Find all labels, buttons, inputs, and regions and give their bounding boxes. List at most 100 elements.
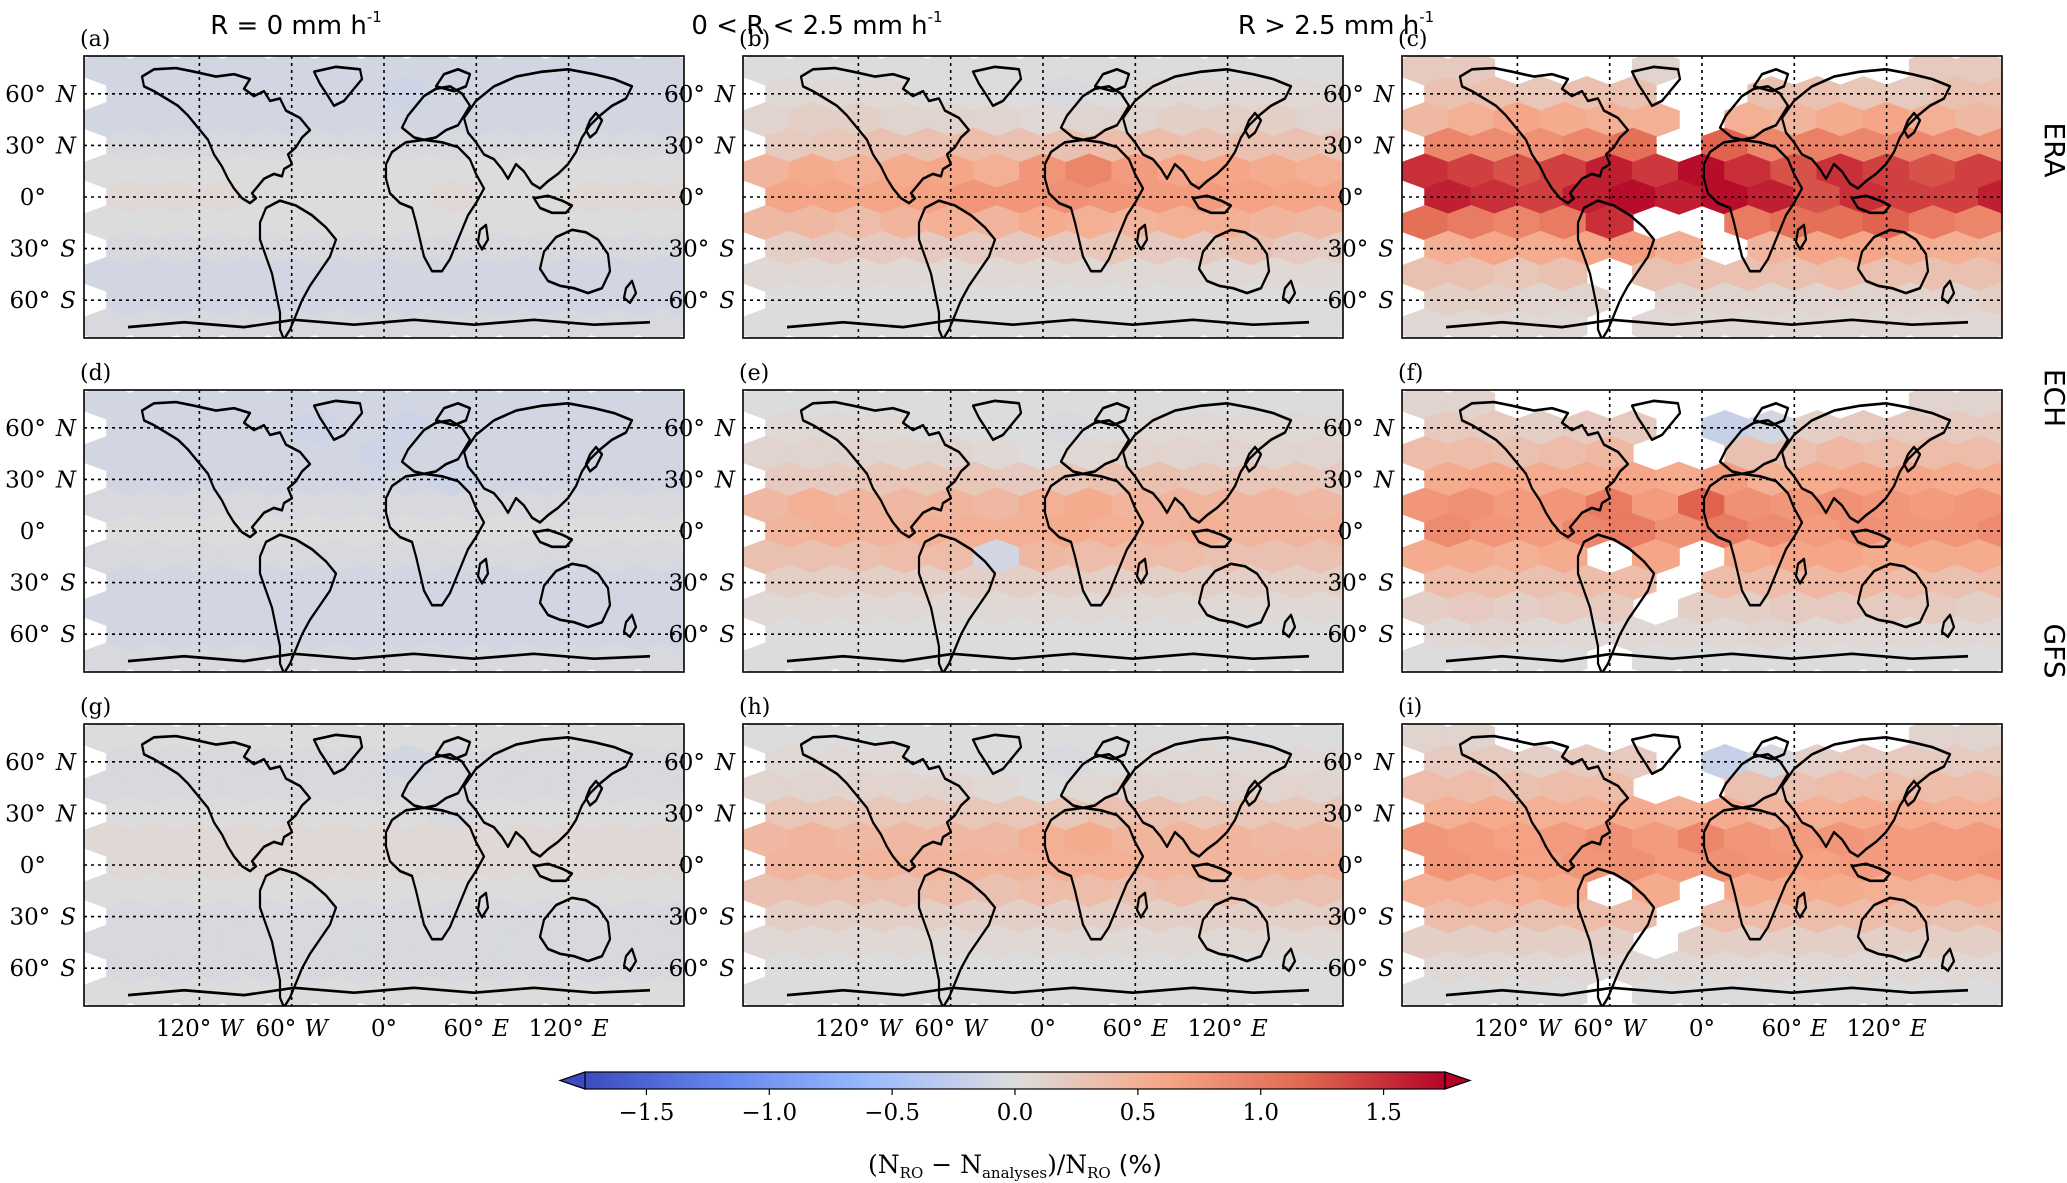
lat-tick-label: 0° N xyxy=(1338,519,1394,545)
row-label-ech: ECH xyxy=(2038,369,2067,427)
lon-tick-label: 120° E xyxy=(1188,1016,1268,1042)
lat-tick-label: 60° N xyxy=(5,82,77,108)
lat-tick-label: 60° S xyxy=(668,956,735,982)
lat-tick-label: 60° N xyxy=(664,750,736,776)
lat-tick-label: 0° N xyxy=(20,519,76,545)
lat-tick-label: 60° S xyxy=(668,622,735,648)
lat-tick-label: 60° S xyxy=(9,288,76,314)
colorbar-tick-label: 1.5 xyxy=(1365,1100,1402,1126)
map-frame xyxy=(83,55,685,339)
map-frame xyxy=(742,389,1344,673)
hexbin-cell xyxy=(1954,976,2002,1006)
gridlines xyxy=(84,724,684,1006)
gridlines xyxy=(743,724,1343,1006)
lat-tick-label: 30° N xyxy=(1323,133,1395,159)
lat-tick-label: 0° N xyxy=(679,519,735,545)
map-panel-c: (c) 60° N 30° N 0° N 30° S 60° S xyxy=(1323,27,2003,339)
colorbar-extend-high xyxy=(1444,1071,1472,1090)
hexbin-cell xyxy=(1295,308,1343,338)
map-frame xyxy=(83,389,685,673)
lat-tick-label: 30° S xyxy=(668,237,735,263)
gridlines xyxy=(84,390,684,672)
lat-tick-label: 30° S xyxy=(1327,905,1394,931)
gridlines xyxy=(1402,724,2002,1006)
lat-tick-label: 0° N xyxy=(679,853,735,879)
hexbin-layer xyxy=(743,56,1343,338)
lat-tick-label: 60° S xyxy=(9,956,76,982)
lat-tick-label: 30° S xyxy=(9,237,76,263)
colorbar-ticks: −1.5 −1.0 −0.5 0.0 0.5 1.0 1.5 xyxy=(618,1089,1402,1126)
map-frame xyxy=(1401,723,2003,1007)
hexbin-cell xyxy=(636,308,684,338)
colorbar-tick-label: 1.0 xyxy=(1242,1100,1279,1126)
gridlines xyxy=(1402,390,2002,672)
lon-tick-label: 120° W xyxy=(815,1016,904,1042)
hexbin-cell xyxy=(1539,976,1588,1006)
panel-label: (i) xyxy=(1398,695,1422,720)
hexbin-cell xyxy=(1539,308,1588,338)
hexbin-layer xyxy=(84,390,684,672)
hexbin-layer xyxy=(1402,724,2002,1006)
panel-label: (b) xyxy=(739,27,770,52)
gridlines xyxy=(1402,56,2002,338)
colorbar-tick-label: 0.5 xyxy=(1120,1100,1157,1126)
lon-tick-label: 60° E xyxy=(444,1016,510,1042)
gridlines xyxy=(84,56,684,338)
map-panel-f: (f) 60° N 30° N 0° N 30° S 60° S xyxy=(1323,361,2003,673)
lat-tick-label: 60° S xyxy=(1327,622,1394,648)
lat-tick-label: 60° N xyxy=(664,416,736,442)
hexbin-layer xyxy=(1402,56,2002,338)
map-panel-h: (h) 60° N 30° N 0° N 30° S 60° S 120° W 60° W 0° 60° E 120… xyxy=(664,695,1344,1042)
row-labels: ERA ECH GFS xyxy=(2038,122,2067,678)
lat-tick-label: 30° S xyxy=(1327,237,1394,263)
lat-tick-label: 60° N xyxy=(5,750,77,776)
panel-label: (g) xyxy=(80,695,111,720)
lon-tick-label: 60° E xyxy=(1762,1016,1828,1042)
colorbar-extend-low xyxy=(558,1071,586,1090)
hexbin-cell xyxy=(636,642,684,672)
lat-tick-label: 30° N xyxy=(664,133,736,159)
hexbin-layer xyxy=(743,724,1343,1006)
lat-tick-label: 60° S xyxy=(1327,956,1394,982)
lat-tick-label: 0° N xyxy=(679,185,735,211)
map-panel-g: (g) 60° N 30° N 0° N 30° S 60° S 120° W 60° W 0° 60° E 120… xyxy=(5,695,685,1042)
lat-tick-label: 30° S xyxy=(9,905,76,931)
hexbin-cell xyxy=(636,976,684,1006)
hexbin-cell xyxy=(1295,642,1343,672)
lat-tick-label: 30° N xyxy=(664,801,736,827)
map-frame xyxy=(1401,55,2003,339)
lat-tick-label: 30° N xyxy=(5,801,77,827)
map-panel-i: (i) 60° N 30° N 0° N 30° S 60° S 120° W 60° W 0° 60° E 120… xyxy=(1323,695,2003,1042)
lat-tick-label: 30° S xyxy=(668,571,735,597)
lat-tick-label: 60° S xyxy=(9,622,76,648)
hexbin-cell xyxy=(1954,308,2002,338)
panel-label: (c) xyxy=(1398,27,1428,52)
lon-tick-label: 0° xyxy=(1030,1016,1056,1042)
lat-tick-label: 60° N xyxy=(664,82,736,108)
column-title-2: 0 < R < 2.5 mm h-1 xyxy=(691,8,942,41)
colorbar-label: (NRO − Nanalyses)/NRO (%) xyxy=(868,1150,1162,1182)
colorbar: −1.5 −1.0 −0.5 0.0 0.5 1.0 1.5 (NRO − Nanalyse… xyxy=(558,1071,1472,1182)
map-frame xyxy=(83,723,685,1007)
gridlines xyxy=(743,390,1343,672)
lon-tick-label: 120° W xyxy=(156,1016,245,1042)
hexbin-cell xyxy=(1295,976,1343,1006)
lat-tick-label: 30° N xyxy=(5,133,77,159)
lon-tick-label: 60° W xyxy=(914,1016,989,1042)
lat-tick-label: 60° N xyxy=(1323,416,1395,442)
lon-tick-label: 120° W xyxy=(1474,1016,1563,1042)
column-title-3: R > 2.5 mm h-1 xyxy=(1238,8,1434,41)
lat-tick-label: 0° N xyxy=(20,853,76,879)
hexbin-cell xyxy=(1539,642,1588,672)
lat-tick-label: 60° N xyxy=(1323,82,1395,108)
map-panel-a: (a) 60° N 30° N 0° N 30° S 60° S xyxy=(5,27,685,339)
lat-tick-label: 60° N xyxy=(1323,750,1395,776)
lon-tick-label: 60° W xyxy=(1573,1016,1648,1042)
lon-tick-label: 0° xyxy=(371,1016,397,1042)
panel-label: (h) xyxy=(739,695,770,720)
lon-tick-label: 0° xyxy=(1689,1016,1715,1042)
lat-tick-label: 30° S xyxy=(9,571,76,597)
colorbar-tick-label: −0.5 xyxy=(864,1100,920,1126)
row-label-era: ERA xyxy=(2038,122,2067,177)
